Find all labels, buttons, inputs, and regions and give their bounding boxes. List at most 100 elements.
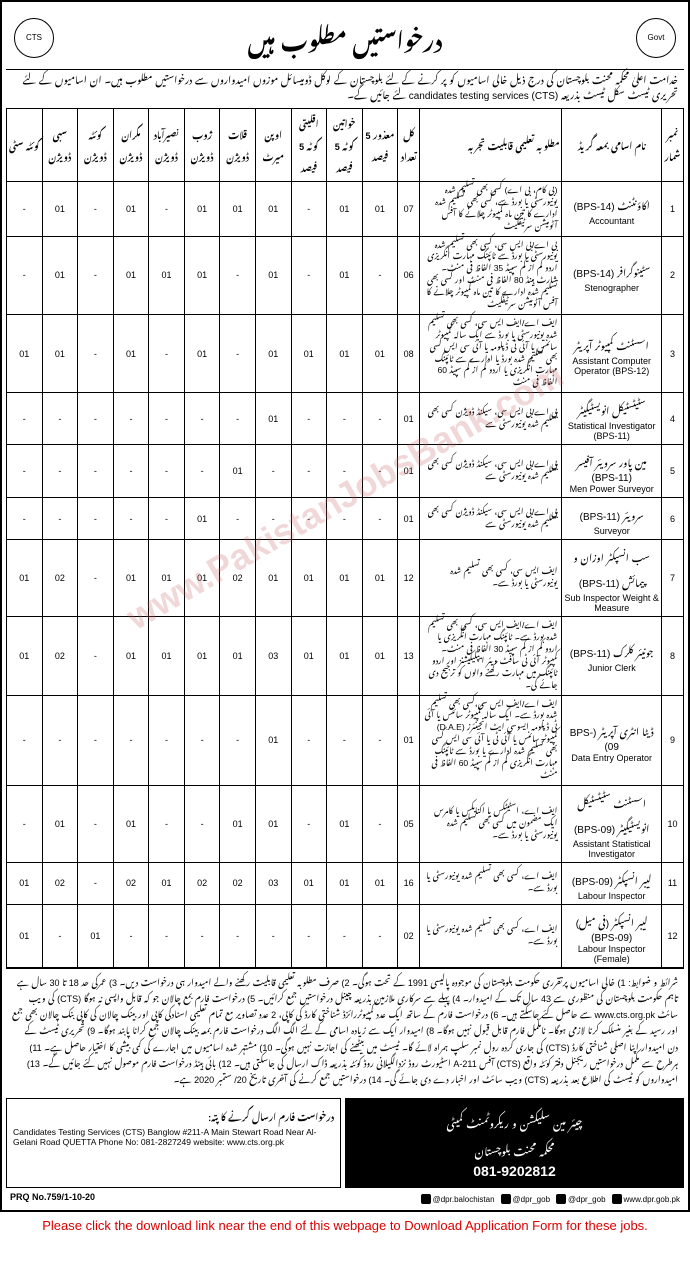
cell-disabled: - — [362, 445, 398, 498]
cell-disabled: - — [362, 785, 398, 862]
cell-naseer: - — [149, 785, 185, 862]
cell-post: لیبر انسپکٹر (BPS-09)Labour Inspector — [562, 862, 662, 904]
cell-sr: 3 — [661, 314, 683, 392]
th-total: کل تعداد — [398, 109, 420, 182]
cell-minority: 01 — [291, 314, 327, 392]
cell-sibi: 02 — [42, 862, 78, 904]
cell-zhob: 01 — [184, 236, 220, 314]
cell-naseer: - — [149, 393, 185, 445]
cell-sr: 4 — [661, 393, 683, 445]
th-quetta: کوئٹہ ڈویژن — [78, 109, 114, 182]
cell-minority: - — [291, 393, 327, 445]
logo-left: CTS — [14, 18, 54, 58]
cell-sibi: - — [42, 904, 78, 967]
intro-text: خدامت اعلیٰ محکمہ محنت بلوچستان کی درج ذ… — [6, 70, 684, 108]
cell-qual: ایف اے، اسٹیٹکس یا اکنامکس یا کامرس ایک … — [420, 785, 562, 862]
cell-qual: ایف اے/ایف ایس سی، کسی بھی تسلیم شدہ یون… — [420, 314, 562, 392]
cell-quetta: - — [78, 785, 114, 862]
terms-conditions: شرائط و ضوابط: 1) خالی اسامیوں پرتقرری ح… — [6, 968, 684, 1094]
cell-open: 01 — [255, 540, 291, 617]
table-row: - 01 - 01 - 01 01 01 - 01 01 07 (بی کام،… — [7, 182, 684, 237]
cell-qual: ایف اے/ایف ایس سی، کسی بھی تسلیم شدہ بور… — [420, 617, 562, 695]
table-row: 01 01 - 01 - 01 - 01 01 01 01 08 ایف اے/… — [7, 314, 684, 392]
footer: درخواست فارم ارسال کرنے کا پتہ: Candidat… — [6, 1098, 684, 1188]
cell-zhob: 01 — [184, 617, 220, 695]
cell-post: سٹینوگرافر (BPS-14)Stenographer — [562, 236, 662, 314]
cell-open: 03 — [255, 862, 291, 904]
social-text: @dpr.balochistan — [433, 1195, 495, 1204]
cell-sr: 8 — [661, 617, 683, 695]
cell-qalat: 01 — [220, 785, 256, 862]
cell-qual: بی اے/بی ایس سی، کسی بھی تسلیم شدہ یونیو… — [420, 236, 562, 314]
table-header-row: کوئٹہ سٹی سبی ڈویژن کوئٹہ ڈویژن مکران ڈو… — [7, 109, 684, 182]
cell-sr: 2 — [661, 236, 683, 314]
cell-qual: ایف ایس سی، کسی بھی تسلیم شدہ یونیورسٹی … — [420, 540, 562, 617]
cell-naseer: - — [149, 498, 185, 540]
logo-right: Govt — [636, 18, 676, 58]
cell-qalat: 02 — [220, 862, 256, 904]
cell-naseer: 01 — [149, 617, 185, 695]
cell-disabled: 01 — [362, 617, 398, 695]
cell-sr: 9 — [661, 695, 683, 785]
social-item: www.dpr.gob.pk — [612, 1194, 680, 1204]
cell-qual: (بی کام، بی اے) کسی بھی تسلیم شدہ یونیور… — [420, 182, 562, 237]
cell-sibi: - — [42, 445, 78, 498]
cell-quetta: - — [78, 540, 114, 617]
cell-quetta-city: 01 — [7, 904, 43, 967]
cell-naseer: - — [149, 904, 185, 967]
cell-open: 03 — [255, 617, 291, 695]
th-open: اوپن میرٹ — [255, 109, 291, 182]
cell-post: لیبر انسپکٹر (فی میل) (BPS-09)Labour Ins… — [562, 904, 662, 967]
cell-sibi: 01 — [42, 785, 78, 862]
social-icon — [612, 1194, 622, 1204]
th-qual: مطلوبہ تعلیمی قابلیت تجربہ — [420, 109, 562, 182]
cell-quetta: - — [78, 182, 114, 237]
cell-makran: 01 — [113, 785, 149, 862]
th-zhob: ژوب ڈویژن — [184, 109, 220, 182]
cell-post: اکاؤنٹنٹ (BPS-14)Accountant — [562, 182, 662, 237]
cell-qalat: - — [220, 314, 256, 392]
committee-dept: محکمہ محنت بلوچستان — [354, 1135, 675, 1163]
cell-open: - — [255, 445, 291, 498]
cell-qalat: - — [220, 498, 256, 540]
cell-disabled: - — [362, 393, 398, 445]
cell-quetta-city: 01 — [7, 862, 43, 904]
cell-zhob: - — [184, 785, 220, 862]
cell-disabled: 01 — [362, 540, 398, 617]
cell-qalat: 01 — [220, 445, 256, 498]
cell-makran: 01 — [113, 617, 149, 695]
cell-total: 13 — [398, 617, 420, 695]
cell-sr: 1 — [661, 182, 683, 237]
th-post: نام اسامی بمعہ گریڈ — [562, 109, 662, 182]
cell-makran: - — [113, 498, 149, 540]
cell-zhob: 01 — [184, 182, 220, 237]
cell-quetta: - — [78, 862, 114, 904]
cell-naseer: 01 — [149, 236, 185, 314]
cell-sibi: 01 — [42, 314, 78, 392]
table-row: - - - - - - - 01 - - - 01 بی اے/بی ایس س… — [7, 393, 684, 445]
cell-quetta-city: - — [7, 498, 43, 540]
social-icon — [421, 1194, 431, 1204]
cell-post: جونیئر کلرک (BPS-11)Junior Clerk — [562, 617, 662, 695]
th-naseer: نصیرآباد ڈویژن — [149, 109, 185, 182]
cell-minority: - — [291, 904, 327, 967]
cell-minority: - — [291, 498, 327, 540]
cell-zhob: - — [184, 695, 220, 785]
cell-quetta-city: 01 — [7, 617, 43, 695]
cell-total: 07 — [398, 182, 420, 237]
social-item: @dpr_gob — [556, 1194, 605, 1204]
cell-qalat: - — [220, 695, 256, 785]
cell-minority: - — [291, 785, 327, 862]
cell-quetta: - — [78, 393, 114, 445]
cell-makran: 01 — [113, 540, 149, 617]
cell-disabled: 01 — [362, 314, 398, 392]
cell-zhob: 01 — [184, 498, 220, 540]
address-title: درخواست فارم ارسال کرنے کا پتہ: — [13, 1105, 334, 1127]
cell-makran: - — [113, 695, 149, 785]
cell-total: 01 — [398, 498, 420, 540]
cell-zhob: - — [184, 904, 220, 967]
th-women: خواتین کوٹہ 5 فیصد — [327, 109, 363, 182]
table-row: 01 02 - 01 01 01 01 03 01 01 01 13 ایف ا… — [7, 617, 684, 695]
cell-open: 01 — [255, 182, 291, 237]
cell-women: - — [327, 498, 363, 540]
